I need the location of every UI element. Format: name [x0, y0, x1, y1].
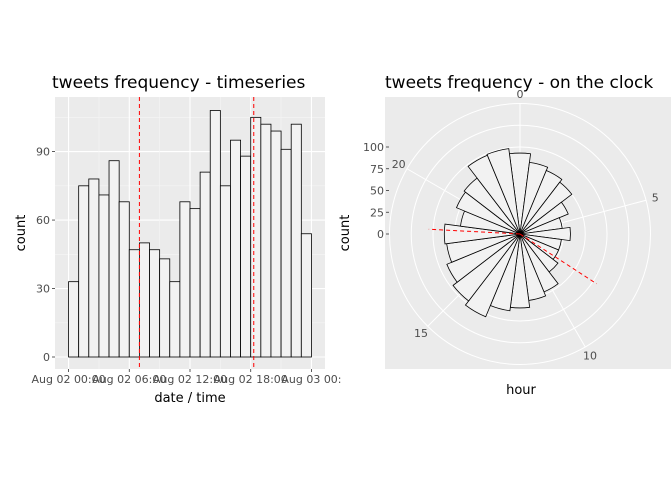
timeseries-y-ticks: 0 30 60 90 [36, 146, 55, 364]
timeseries-bar [108, 160, 120, 358]
clock-r-tick-label: 50 [370, 185, 384, 198]
clock-hour-tick-label: 10 [583, 349, 597, 362]
clock-hour-tick-label: 0 [517, 88, 524, 101]
clock-hand [519, 233, 597, 285]
timeseries-x-tick-label: Aug 02 00:00 [31, 373, 105, 386]
timeseries-x-tick-label: Aug 02 06:00 [92, 373, 166, 386]
timeseries-bar [98, 194, 110, 358]
timeseries-bar [209, 110, 221, 358]
clock-bar [446, 233, 521, 283]
clock-bar [519, 181, 573, 235]
timeseries-bar [290, 123, 302, 358]
timeseries-bar [189, 208, 201, 358]
clock-bar [519, 161, 549, 235]
timeseries-bar [118, 201, 130, 358]
clock-hand [428, 228, 521, 235]
timeseries-bar [300, 233, 312, 358]
timeseries-y-tick-label: 90 [36, 146, 50, 159]
timeseries-bar [78, 185, 90, 358]
clock-bar [519, 201, 569, 235]
clock-hour-ticks: 0 5 10 15 20 [392, 88, 659, 362]
clock-y-axis-label: count [338, 215, 353, 252]
timeseries-x-axis-label: date / time [154, 391, 225, 406]
timeseries-bar [88, 178, 100, 358]
timeseries-bar [250, 116, 262, 358]
timeseries-bar [230, 139, 241, 358]
timeseries-bar [260, 123, 272, 358]
clock-chart: tweets frequency - on the clock 02550751… [338, 73, 671, 398]
clock-title: tweets frequency - on the clock [385, 73, 653, 93]
timeseries-bar [68, 281, 80, 358]
clock-bar [464, 233, 521, 318]
clock-r-tick-label: 100 [363, 141, 384, 154]
timeseries-bar [179, 201, 191, 358]
clock-bar [519, 226, 571, 242]
clock-hour-tick-label: 20 [392, 158, 406, 171]
clock-bar [519, 169, 563, 235]
timeseries-y-tick-label: 0 [43, 351, 50, 364]
timeseries-y-tick-label: 30 [36, 283, 50, 296]
timeseries-y-tick-label: 60 [36, 214, 50, 227]
timeseries-chart: tweets frequency - timeseries 0 30 60 90 Au… [14, 73, 342, 406]
timeseries-y-axis-label: count [14, 215, 29, 252]
clock-bar [443, 223, 521, 245]
timeseries-bar [159, 258, 171, 358]
timeseries-x-tick-label: Aug 02 12:00 [153, 373, 227, 386]
timeseries-bars [68, 110, 312, 358]
timeseries-bar [280, 148, 292, 358]
timeseries-bar [169, 281, 181, 358]
timeseries-bar [240, 155, 252, 358]
clock-bar [486, 148, 521, 235]
timeseries-reference-lines [138, 97, 255, 369]
timeseries-bar [128, 249, 140, 358]
timeseries-bar [219, 185, 231, 358]
clock-r-tick-label: 0 [377, 228, 384, 241]
clock-r-tick-label: 25 [370, 206, 384, 219]
timeseries-bar [199, 171, 211, 358]
timeseries-bar [138, 242, 150, 358]
clock-bars [443, 148, 573, 318]
timeseries-x-tick-label: Aug 02 18:00 [214, 373, 288, 386]
clock-bar [452, 233, 521, 302]
clock-radial-ticks: 0 25 50 75 100 [363, 141, 389, 241]
timeseries-x-tick-label: Aug 03 00: [281, 373, 341, 386]
timeseries-title: tweets frequency - timeseries [52, 73, 306, 93]
clock-hour-tick-label: 15 [414, 327, 428, 340]
clock-x-axis-label: hour [506, 383, 536, 398]
clock-r-tick-label: 75 [370, 163, 384, 176]
timeseries-bar [149, 249, 161, 358]
timeseries-bar [270, 130, 282, 358]
clock-hour-tick-label: 5 [652, 192, 659, 205]
clock-hands [428, 228, 597, 285]
